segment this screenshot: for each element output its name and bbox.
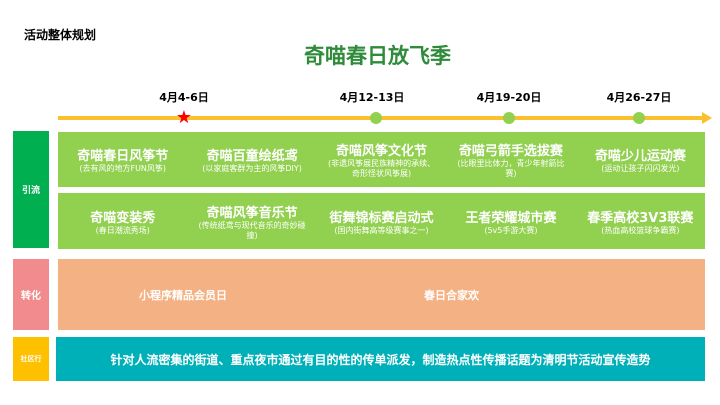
timeline-dot: [370, 112, 382, 124]
activity-subtitle: (5v5手游大赛): [484, 225, 538, 235]
activity-title: 王者荣耀城市赛: [465, 210, 557, 226]
activity-title: 奇喵少儿运动赛: [594, 149, 686, 164]
section-label-zhuanhua: 转化: [13, 259, 49, 330]
yinliu-row-2: 奇喵变装秀 (春日潮流秀场) 奇喵风筝音乐节 (传统纸鸢与现代音乐的奇妙碰撞) 街舞锦标…: [58, 193, 705, 249]
activity-title: 春季高校3V3联赛: [587, 210, 694, 226]
activity-title: 奇喵风筝文化节: [336, 144, 428, 159]
activity-cell: 奇喵弓箭手选拔赛 (比眼里比体力，青少年射箭比赛): [446, 132, 575, 187]
activity-title: 奇喵风筝音乐节: [206, 205, 298, 221]
timeline-date: 4月19-20日: [476, 91, 542, 104]
zhuanhua-item: 小程序精品会员日: [139, 288, 227, 302]
page-title: 奇喵春日放飞季: [304, 44, 451, 68]
yinliu-row-1: 奇喵春日风筝节 (去有风的地方FUN风筝) 奇喵百童绘纸鸢 (以家庭客群为主的风筝DI…: [58, 132, 705, 187]
timeline-date: 4月12-13日: [339, 91, 405, 104]
timeline-dot: [503, 112, 515, 124]
activity-subtitle: (运动让孩子闪闪发光): [601, 164, 680, 173]
activity-title: 奇喵弓箭手选拔赛: [458, 144, 563, 159]
activity-title: 奇喵变装秀: [90, 210, 156, 226]
activity-cell: 奇喵春日风筝节 (去有风的地方FUN风筝): [58, 132, 187, 187]
timeline-date: 4月4-6日: [159, 91, 209, 104]
activity-cell: 王者荣耀城市赛 (5v5手游大赛): [446, 193, 575, 249]
zhuanhua-item: 春日合家欢: [424, 288, 479, 302]
activity-title: 街舞锦标赛启动式: [329, 210, 434, 226]
activity-subtitle: (热血高校篮球争霸赛): [601, 225, 680, 235]
timeline-date: 4月26-27日: [606, 91, 672, 104]
activity-cell: 春季高校3V3联赛 (热血高校篮球争霸赛): [576, 193, 705, 249]
section-label-shequ: 社区行: [13, 337, 49, 381]
activity-subtitle: (去有风的地方FUN风筝): [79, 164, 167, 173]
activity-cell: 奇喵少儿运动赛 (运动让孩子闪闪发光): [576, 132, 705, 187]
activity-cell: 奇喵风筝文化节 (非遗风筝展民族精神的承续、奇形怪状风筝展): [317, 132, 446, 187]
section-label-yinliu: 引流: [13, 131, 49, 248]
activity-subtitle: (比眼里比体力，青少年射箭比赛): [457, 159, 565, 178]
activity-subtitle: (非遗风筝展民族精神的承续、奇形怪状风筝展): [327, 159, 436, 178]
activity-title: 奇喵百童绘纸鸢: [206, 149, 298, 164]
activity-subtitle: (以家庭客群为主的风筝DIY): [202, 164, 302, 173]
activity-subtitle: (春日潮流秀场): [95, 225, 150, 235]
star-icon: ★: [175, 107, 193, 128]
activity-subtitle: (国内街舞高等级赛事之一): [334, 225, 429, 235]
activity-cell: 奇喵变装秀 (春日潮流秀场): [58, 193, 187, 249]
activity-cell: 奇喵百童绘纸鸢 (以家庭客群为主的风筝DIY): [187, 132, 316, 187]
page-heading: 活动整体规划: [24, 28, 97, 42]
zhuanhua-row: 小程序精品会员日 春日合家欢: [58, 259, 705, 330]
activity-title: 奇喵春日风筝节: [77, 149, 169, 164]
timeline-arrow-icon: [702, 112, 712, 124]
shequ-row: 针对人流密集的街道、重点夜市通过有目的性的传单派发，制造热点性传播话题为清明节活…: [56, 337, 705, 381]
activity-cell: 奇喵风筝音乐节 (传统纸鸢与现代音乐的奇妙碰撞): [187, 193, 316, 249]
activity-cell: 街舞锦标赛启动式 (国内街舞高等级赛事之一): [317, 193, 446, 249]
timeline-dot: [633, 112, 645, 124]
activity-subtitle: (传统纸鸢与现代音乐的奇妙碰撞): [198, 220, 306, 240]
